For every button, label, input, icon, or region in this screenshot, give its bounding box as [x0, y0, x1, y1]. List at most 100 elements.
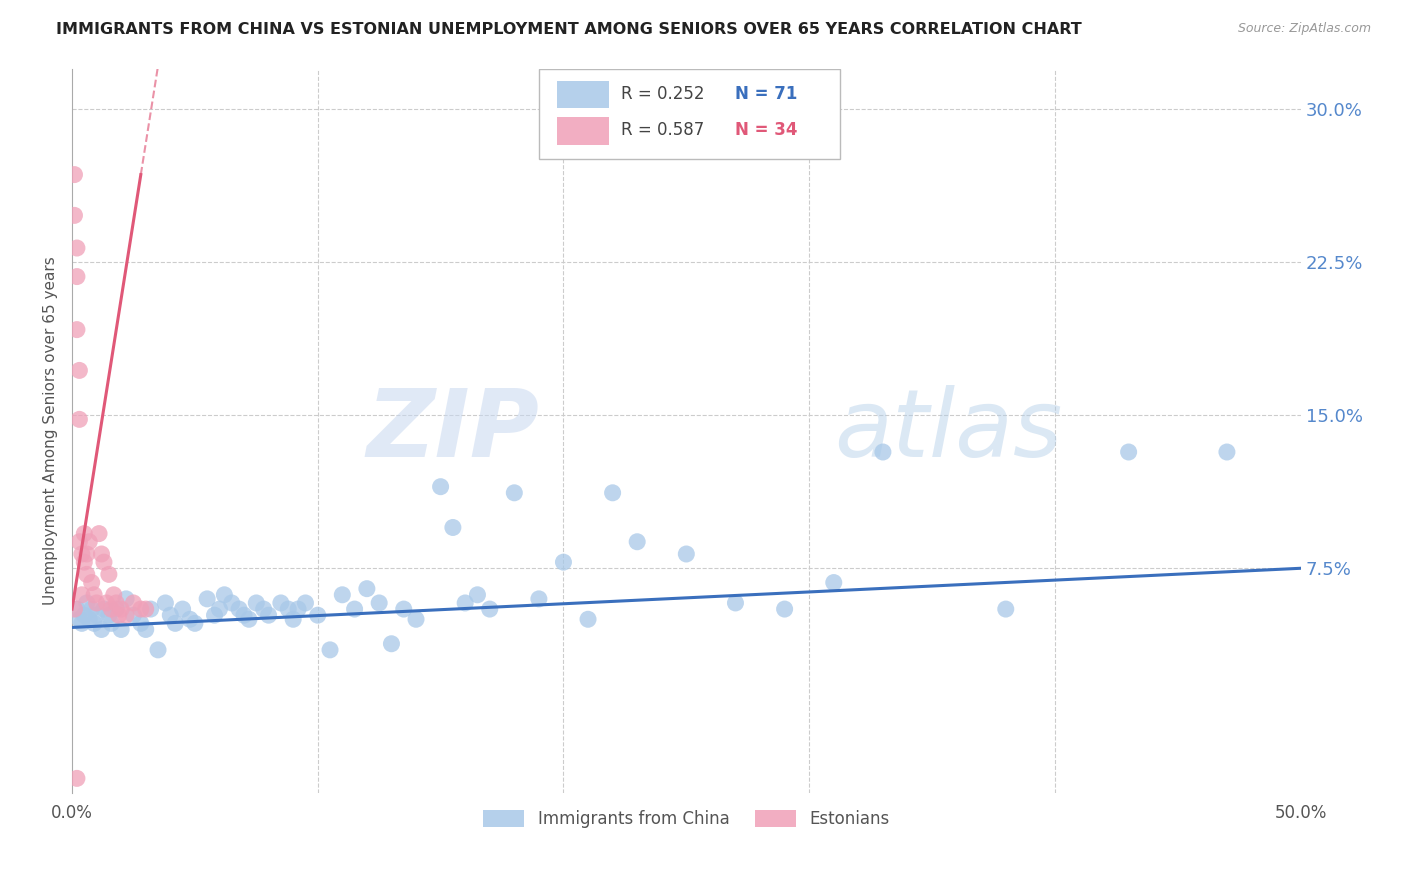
Bar — [557, 117, 609, 145]
Point — [93, 602, 115, 616]
FancyBboxPatch shape — [538, 69, 839, 159]
Point — [100, 602, 122, 616]
Point — [159, 608, 181, 623]
Point — [76, 567, 98, 582]
Point — [83, 588, 105, 602]
Point — [70, 547, 93, 561]
Text: N = 71: N = 71 — [735, 85, 797, 103]
Point — [221, 596, 243, 610]
Point — [330, 588, 353, 602]
Point — [66, 772, 89, 786]
Point — [70, 616, 93, 631]
Point — [307, 608, 329, 623]
Point — [122, 608, 145, 623]
Point — [994, 602, 1017, 616]
Point — [100, 616, 122, 631]
Point — [238, 612, 260, 626]
Point — [1118, 445, 1140, 459]
Point — [343, 602, 366, 616]
Point — [204, 608, 226, 623]
Point — [66, 323, 89, 337]
Point — [441, 520, 464, 534]
Point — [97, 608, 120, 623]
Point — [73, 555, 96, 569]
Point — [576, 612, 599, 626]
Point — [105, 602, 128, 616]
Point — [139, 602, 162, 616]
Point — [454, 596, 477, 610]
Point — [70, 588, 93, 602]
Point — [429, 480, 451, 494]
Point — [277, 602, 299, 616]
Point — [135, 602, 157, 616]
Point — [270, 596, 292, 610]
Point — [87, 526, 110, 541]
Point — [115, 591, 138, 606]
Point — [77, 534, 100, 549]
Point — [478, 602, 501, 616]
Point — [179, 612, 201, 626]
Point — [184, 616, 207, 631]
Point — [675, 547, 697, 561]
Point — [405, 612, 427, 626]
Point — [83, 616, 105, 631]
Text: N = 34: N = 34 — [735, 121, 799, 139]
Point — [67, 534, 90, 549]
Point — [467, 588, 489, 602]
Point — [103, 588, 125, 602]
Point — [368, 596, 391, 610]
Point — [294, 596, 316, 610]
Point — [63, 602, 86, 616]
Point — [63, 208, 86, 222]
Point — [392, 602, 415, 616]
Point — [356, 582, 378, 596]
Point — [287, 602, 309, 616]
Point — [77, 612, 100, 626]
Point — [165, 616, 187, 631]
Point — [97, 567, 120, 582]
Point — [872, 445, 894, 459]
Point — [96, 596, 118, 610]
Point — [80, 575, 103, 590]
Text: R = 0.587: R = 0.587 — [621, 121, 704, 139]
Point — [129, 616, 152, 631]
Point — [86, 596, 108, 610]
Bar — [557, 81, 609, 108]
Point — [63, 168, 86, 182]
Point — [76, 547, 98, 561]
Point — [67, 363, 90, 377]
Point — [1216, 445, 1239, 459]
Point — [135, 623, 157, 637]
Point — [253, 602, 276, 616]
Point — [283, 612, 305, 626]
Point — [80, 602, 103, 616]
Point — [503, 485, 526, 500]
Point — [66, 241, 89, 255]
Text: R = 0.252: R = 0.252 — [621, 85, 704, 103]
Point — [73, 608, 96, 623]
Point — [214, 588, 236, 602]
Legend: Immigrants from China, Estonians: Immigrants from China, Estonians — [477, 804, 897, 835]
Point — [724, 596, 747, 610]
Point — [155, 596, 177, 610]
Point — [245, 596, 267, 610]
Point — [527, 591, 550, 606]
Point — [122, 596, 145, 610]
Point — [208, 602, 231, 616]
Point — [90, 623, 112, 637]
Point — [195, 591, 218, 606]
Point — [90, 547, 112, 561]
Point — [76, 596, 98, 610]
Point — [66, 269, 89, 284]
Text: ZIP: ZIP — [366, 384, 538, 476]
Point — [380, 637, 402, 651]
Point — [107, 608, 129, 623]
Text: atlas: atlas — [834, 385, 1062, 476]
Point — [110, 623, 132, 637]
Point — [602, 485, 624, 500]
Point — [115, 608, 138, 623]
Point — [67, 412, 90, 426]
Point — [172, 602, 194, 616]
Point — [319, 643, 342, 657]
Point — [626, 534, 648, 549]
